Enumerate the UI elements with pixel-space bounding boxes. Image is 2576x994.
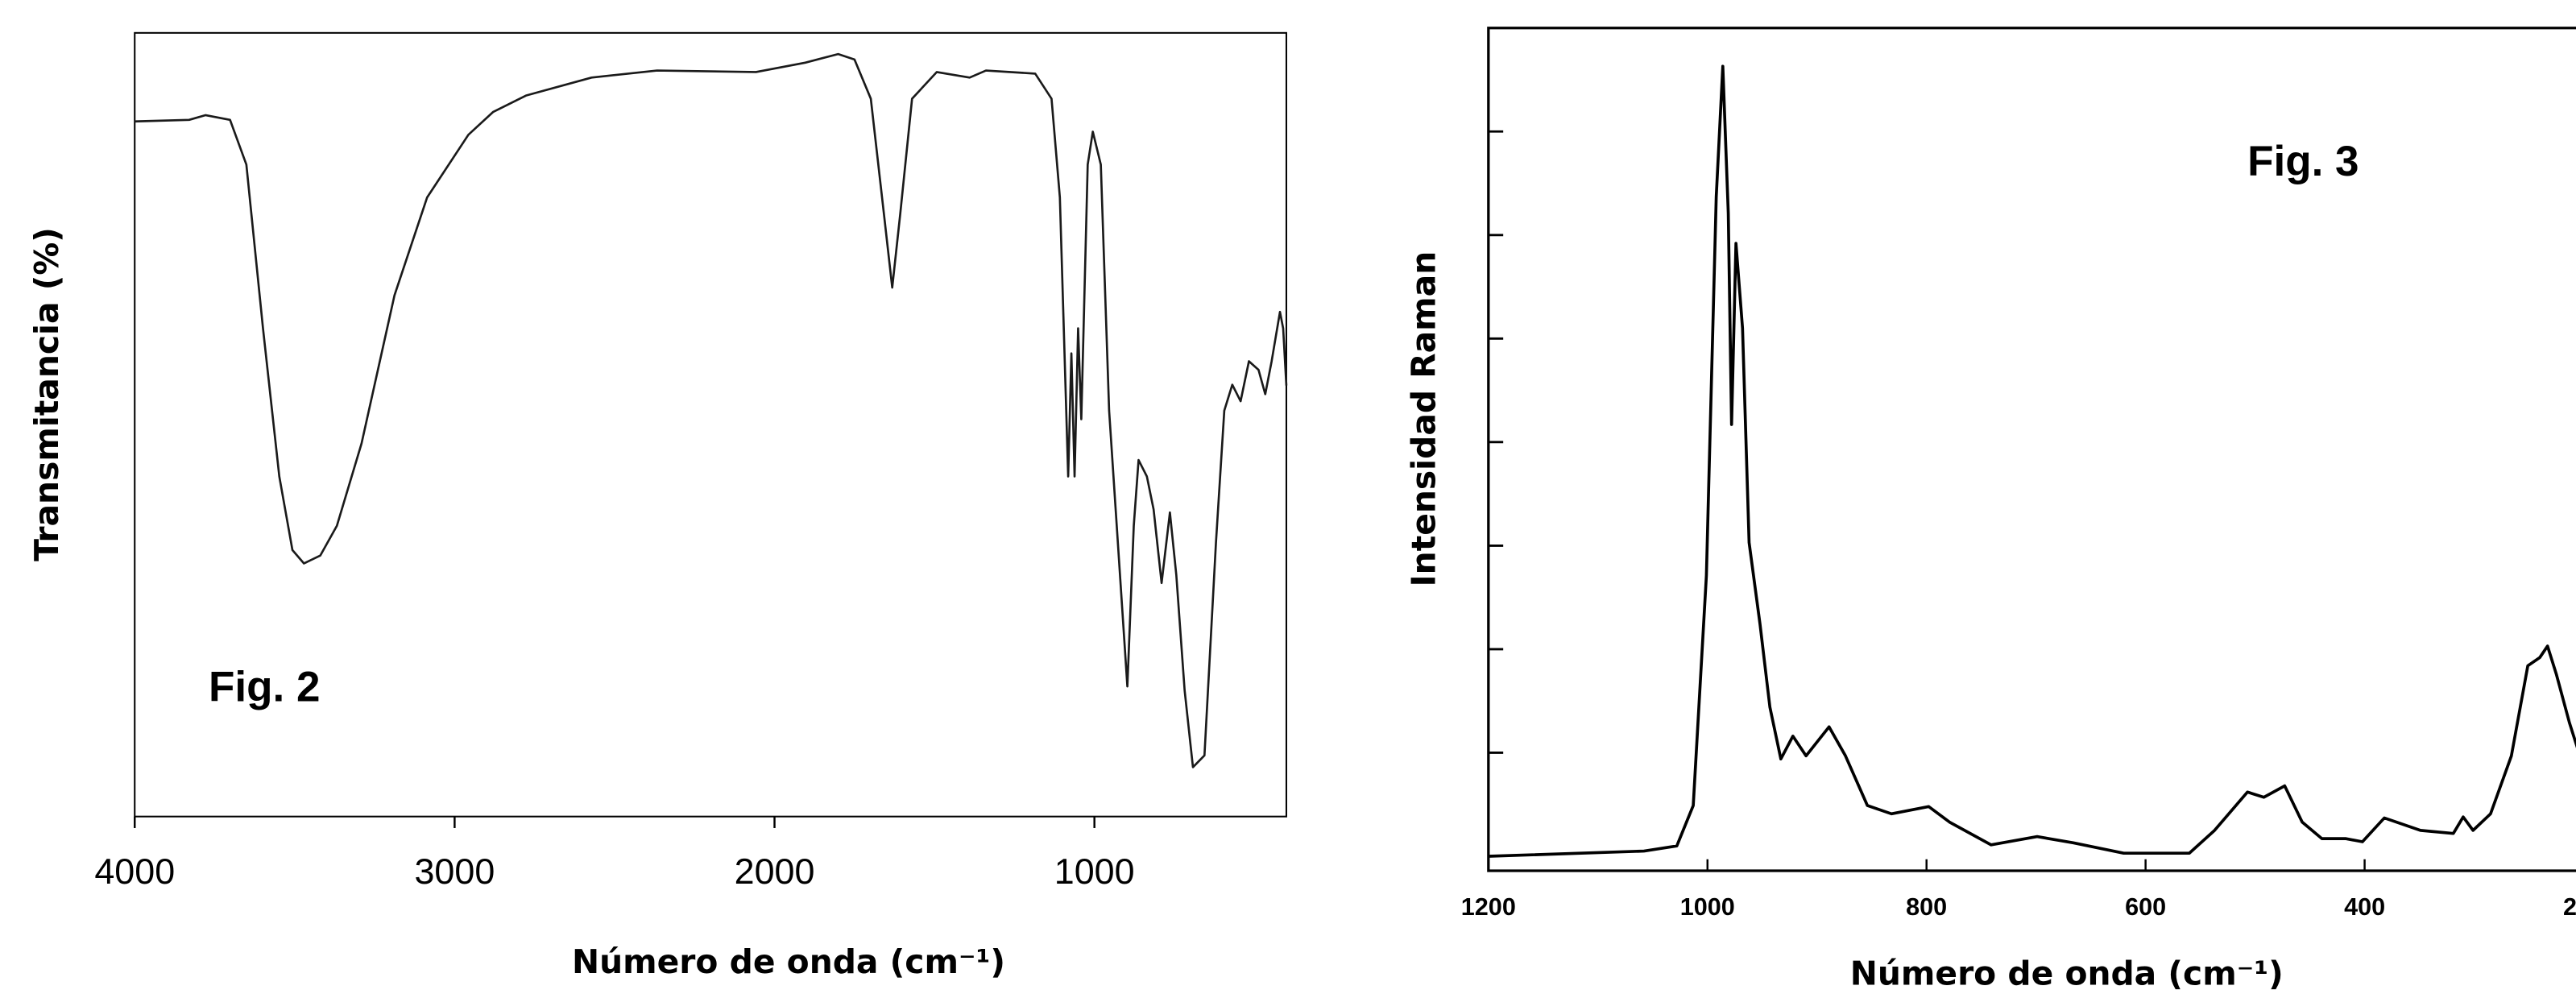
x-tick-label: 1000 [1054, 851, 1135, 892]
spectrum-line [135, 52, 1288, 768]
x-axis-label: Número de onda (cm⁻¹) [1850, 955, 2284, 993]
x-tick-label: 200 [2563, 893, 2576, 921]
plot: 1200 1000 800 600 400 200 Número de onda (cm⁻¹… [1404, 27, 2576, 993]
x-tick-label: 600 [2125, 893, 2166, 921]
plot: 4000 3000 2000 1000 Número de onda (cm⁻¹) Tra… [27, 31, 1288, 981]
x-tick-label: 800 [1906, 893, 1947, 921]
x-tick-label: 2000 [735, 851, 815, 892]
x-tick-label: 1000 [1680, 893, 1735, 921]
x-axis-label: Número de onda (cm⁻¹) [572, 942, 1005, 981]
plot-frame [1487, 27, 2576, 872]
y-axis-label: Transmitancia (%) [27, 227, 66, 561]
figure-annotation: Fig. 2 [209, 664, 320, 711]
figure-annotation: Fig. 3 [2247, 138, 2359, 185]
y-axis-label: Intensidad Raman [1404, 251, 1443, 587]
x-tick-label: 1200 [1461, 893, 1516, 921]
x-tick-label: 400 [2344, 893, 2385, 921]
x-tick-label: 4000 [94, 851, 175, 892]
spectrum-line [1488, 64, 2576, 858]
plot-frame [134, 31, 1287, 818]
x-tick-label: 3000 [414, 851, 495, 892]
